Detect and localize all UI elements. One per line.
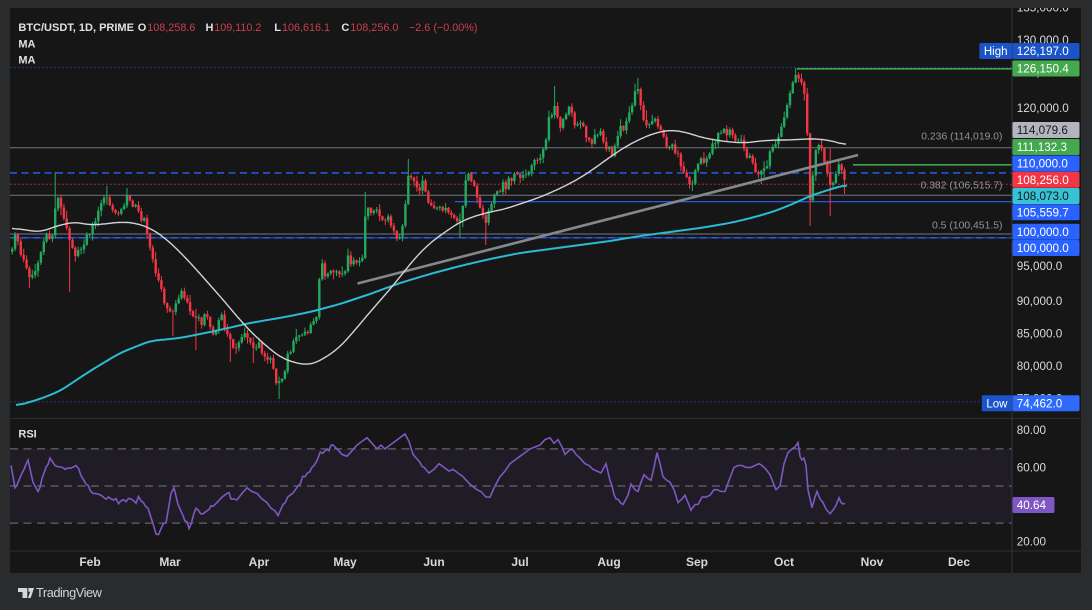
svg-text:108,256.0: 108,256.0 xyxy=(1017,174,1069,187)
svg-text:114,079.6: 114,079.6 xyxy=(1017,124,1068,137)
svg-text:80,000.0: 80,000.0 xyxy=(1017,360,1063,373)
svg-text:Jun: Jun xyxy=(423,555,444,569)
svg-text:C: C xyxy=(341,22,349,34)
svg-text:Apr: Apr xyxy=(249,555,270,569)
svg-text:111,132.3: 111,132.3 xyxy=(1017,141,1067,154)
svg-text:MA: MA xyxy=(18,38,35,50)
svg-text:109,110.2: 109,110.2 xyxy=(214,22,261,34)
svg-text:60.00: 60.00 xyxy=(1017,461,1047,474)
svg-text:108,258.6: 108,258.6 xyxy=(147,22,195,34)
svg-text:May: May xyxy=(333,555,357,569)
svg-text:74,462.0: 74,462.0 xyxy=(1017,397,1063,410)
svg-text:0.5 (100,451.5): 0.5 (100,451.5) xyxy=(932,220,1002,231)
svg-text:100,000.0: 100,000.0 xyxy=(1017,242,1069,255)
svg-text:0.236 (114,019.0): 0.236 (114,019.0) xyxy=(921,132,1002,143)
svg-text:RSI: RSI xyxy=(18,428,36,440)
svg-text:40.64: 40.64 xyxy=(1017,499,1047,512)
svg-text:Mar: Mar xyxy=(159,555,181,569)
svg-text:110,000.0: 110,000.0 xyxy=(1017,158,1069,171)
svg-text:Oct: Oct xyxy=(774,555,794,569)
svg-text:H: H xyxy=(206,22,214,34)
svg-text:L: L xyxy=(274,22,281,34)
svg-text:Jul: Jul xyxy=(511,555,528,569)
svg-text:95,000.0: 95,000.0 xyxy=(1017,260,1063,273)
svg-text:Low: Low xyxy=(986,398,1008,410)
svg-text:Dec: Dec xyxy=(948,555,970,569)
svg-text:0.382 (106,515.7): 0.382 (106,515.7) xyxy=(920,181,1002,192)
svg-text:Aug: Aug xyxy=(597,555,620,569)
svg-text:135,000.0: 135,000.0 xyxy=(1017,8,1069,14)
svg-text:85,000.0: 85,000.0 xyxy=(1017,327,1063,340)
svg-text:MA: MA xyxy=(18,54,35,66)
svg-text:90,000.0: 90,000.0 xyxy=(1017,295,1063,308)
svg-text:108,073.0: 108,073.0 xyxy=(1017,190,1069,203)
svg-text:106,616.1: 106,616.1 xyxy=(282,22,330,34)
svg-text:O: O xyxy=(138,22,147,34)
svg-text:Feb: Feb xyxy=(79,555,100,569)
svg-text:BTC/USDT, 1D, PRIME: BTC/USDT, 1D, PRIME xyxy=(18,22,134,34)
svg-text:126,197.0: 126,197.0 xyxy=(1017,45,1069,58)
svg-text:20.00: 20.00 xyxy=(1017,536,1047,549)
svg-text:105,559.7: 105,559.7 xyxy=(1017,206,1069,219)
svg-text:−2.6 (−0.00%): −2.6 (−0.00%) xyxy=(409,22,477,34)
svg-text:100,000.0: 100,000.0 xyxy=(1017,226,1069,239)
svg-text:High: High xyxy=(984,46,1008,58)
svg-text:108,256.0: 108,256.0 xyxy=(350,22,398,34)
svg-text:120,000.0: 120,000.0 xyxy=(1017,102,1069,115)
svg-text:126,150.4: 126,150.4 xyxy=(1017,63,1069,76)
svg-text:Nov: Nov xyxy=(861,555,884,569)
svg-text:80.00: 80.00 xyxy=(1017,424,1047,437)
svg-text:Sep: Sep xyxy=(686,555,708,569)
